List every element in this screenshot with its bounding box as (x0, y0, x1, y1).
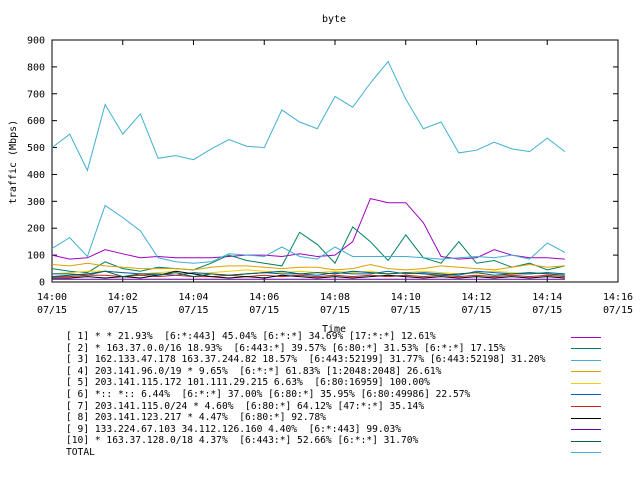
legend-label: [10] * 163.37.128.0/18 4.37% [6:443:*] 5… (66, 435, 419, 447)
x-tick-label: 14:04 (178, 292, 208, 303)
legend-swatch (571, 336, 601, 338)
series-line-8 (52, 270, 565, 279)
x-tick-date: 07/15 (178, 305, 208, 316)
x-tick-date: 07/15 (108, 305, 138, 316)
series-line-4 (51, 262, 565, 271)
y-axis: 0 100 200 300 400 500 600 700 800 900 (27, 36, 618, 289)
y-tick-label: 800 (27, 62, 45, 73)
legend-item: [ 4] 203.141.96.0/19 * 9.65% [6:*:*] 61.… (66, 366, 640, 378)
x-tick-label: 14:00 (37, 292, 67, 303)
legend-swatch (571, 440, 601, 442)
legend-label: [ 9] 133.224.67.103 34.112.126.160 4.40%… (66, 423, 402, 435)
legend-item: [ 5] 203.141.115.172 101.111.29.215 6.63… (66, 377, 640, 389)
y-axis-label: traffic (Mbps) (8, 120, 19, 204)
x-tick-date: 07/15 (249, 305, 279, 316)
series-line-6 (52, 270, 565, 276)
legend-label: TOTAL (66, 446, 95, 458)
legend-item: TOTAL (66, 447, 640, 459)
y-tick-label: 900 (27, 36, 45, 47)
legend-label: [ 4] 203.141.96.0/19 * 9.65% [6:*:*] 61.… (66, 365, 442, 377)
chart-title: byte (322, 14, 346, 25)
legend-item: [ 8] 203.141.123.217 * 4.47% [6:80:*] 92… (66, 412, 640, 424)
legend-item: [ 6] *:: *:: 6.44% [6:*:*] 37.00% [6:80:… (66, 389, 640, 401)
legend-label: [ 7] 203.141.115.0/24 * 4.60% [6:80:*] 6… (66, 400, 425, 412)
legend-swatch (571, 394, 601, 396)
legend-label: [ 6] *:: *:: 6.44% [6:*:*] 37.00% [6:80:… (66, 388, 471, 400)
y-tick-label: 300 (27, 197, 45, 208)
series-line-7 (52, 274, 565, 278)
x-tick-date: 07/15 (461, 305, 491, 316)
legend-item: [ 3] 162.133.47.178 163.37.244.82 18.57%… (66, 354, 640, 366)
x-tick-label: 14:10 (391, 292, 421, 303)
x-tick-date: 07/15 (391, 305, 421, 316)
legend-swatch (571, 359, 601, 361)
series-line-10 (51, 270, 565, 278)
legend-item: [ 9] 133.224.67.103 34.112.126.160 4.40%… (66, 424, 640, 436)
legend-label: [ 3] 162.133.47.178 163.37.244.82 18.57%… (66, 354, 546, 366)
x-tick-label: 14:12 (461, 292, 491, 303)
legend-swatch (571, 348, 601, 350)
legend-swatch (571, 417, 601, 419)
y-tick-label: 200 (27, 224, 45, 235)
x-axis-label: Time (322, 324, 346, 335)
y-tick-label: 0 (39, 278, 45, 289)
legend-swatch (571, 429, 601, 431)
x-tick-label: 14:16 (603, 292, 633, 303)
plot-frame (51, 39, 619, 283)
x-tick-label: 14:02 (108, 292, 138, 303)
legend-swatch (571, 406, 601, 408)
y-tick-label: 500 (27, 143, 45, 154)
x-tick-date: 07/15 (603, 305, 633, 316)
legend-item: [ 1] * * 21.93% [6:*:443] 45.04% [6:*:*]… (66, 331, 640, 343)
legend-label: [ 1] * * 21.93% [6:*:443] 45.04% [6:*:*]… (66, 331, 436, 342)
x-tick-date: 07/15 (320, 305, 350, 316)
x-tick-label: 14:08 (320, 292, 350, 303)
legend-item: [10] * 163.37.128.0/18 4.37% [6:443:*] 5… (66, 435, 640, 447)
legend-label: [ 5] 203.141.115.172 101.111.29.215 6.63… (66, 377, 430, 389)
series-line-2 (51, 226, 566, 274)
series-lines (51, 60, 566, 280)
x-tick-label: 14:06 (249, 292, 279, 303)
legend-item: [ 2] * 163.37.0.0/16 18.93% [6:443:*] 39… (66, 343, 640, 355)
y-tick-label: 100 (27, 251, 45, 262)
legend: [ 1] * * 21.93% [6:*:443] 45.04% [6:*:*]… (66, 331, 640, 459)
x-tick-date: 07/15 (532, 305, 562, 316)
legend-label: [ 2] * 163.37.0.0/16 18.93% [6:443:*] 39… (66, 342, 505, 354)
series-line-1 (51, 198, 565, 260)
x-tick-date: 07/15 (37, 305, 67, 316)
legend-swatch (571, 452, 601, 454)
x-axis: 14:00 07/15 14:02 07/15 14:04 07/15 14:06 07/15… (37, 40, 633, 316)
y-tick-label: 400 (27, 170, 45, 181)
legend-label: [ 8] 203.141.123.217 * 4.47% [6:80:*] 92… (66, 412, 326, 424)
y-tick-label: 700 (27, 89, 45, 100)
y-tick-label: 600 (27, 116, 45, 127)
legend-item: [ 7] 203.141.115.0/24 * 4.60% [6:80:*] 6… (66, 401, 640, 413)
legend-swatch (571, 382, 601, 384)
x-tick-label: 14:14 (532, 292, 562, 303)
legend-swatch (571, 371, 601, 373)
series-line-3 (51, 204, 566, 264)
plot-border (51, 39, 619, 283)
series-line-11 (51, 60, 566, 172)
